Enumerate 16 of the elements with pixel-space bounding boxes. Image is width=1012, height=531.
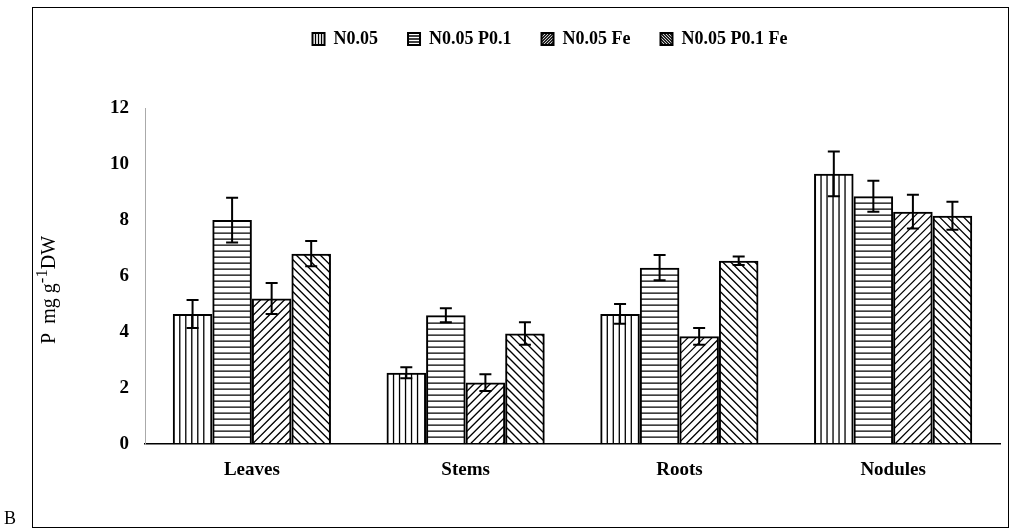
y-tick-label: 4 xyxy=(119,320,130,342)
x-tick-label: Nodules xyxy=(860,457,926,479)
x-tick-label: Leaves xyxy=(223,457,280,479)
x-tick-label: Roots xyxy=(656,457,703,479)
x-tick-label: Stems xyxy=(441,457,490,479)
legend-label: N0.05 P0.1 xyxy=(429,27,512,48)
legend-label: N0.05 Fe xyxy=(562,27,631,48)
y-tick-label: 0 xyxy=(119,432,129,454)
y-tick-label: 6 xyxy=(119,264,129,286)
legend-label: N0.05 P0.1 Fe xyxy=(681,27,788,48)
legend-label: N0.05 xyxy=(333,27,379,48)
y-tick-label: 12 xyxy=(110,95,129,117)
y-tick-label: 2 xyxy=(119,376,129,398)
y-tick-label: 10 xyxy=(110,151,129,173)
text: B xyxy=(4,508,17,529)
y-tick-label: 8 xyxy=(119,207,129,229)
